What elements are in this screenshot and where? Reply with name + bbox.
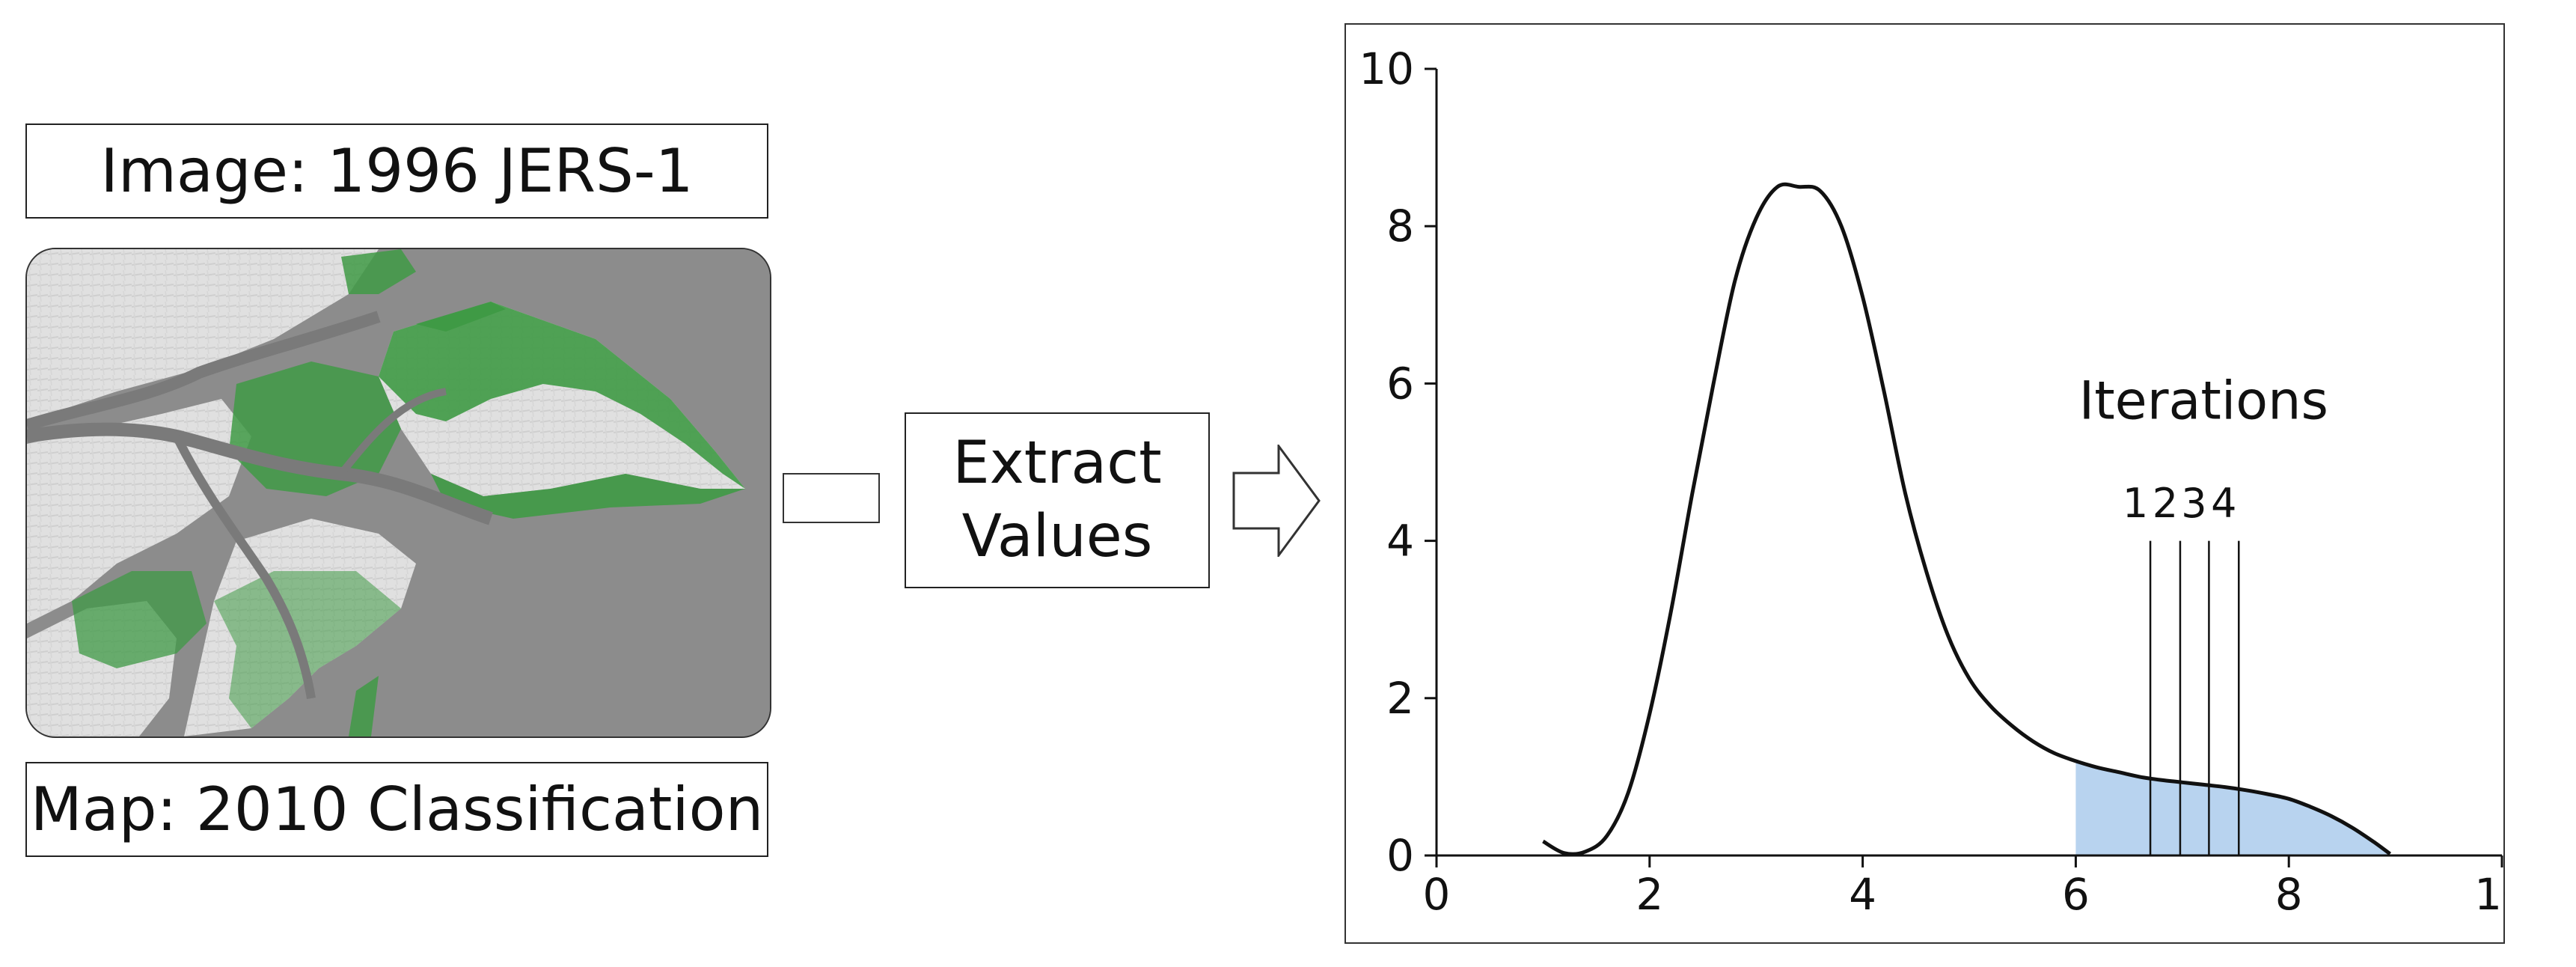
x-tick-label: 4 [1849, 869, 1876, 920]
shaded-tail-region [2075, 760, 2390, 855]
chart-plot-area: 024681002468101234Iterations [1359, 43, 2505, 920]
density-curve [1542, 182, 2391, 856]
iteration-label-2: 2 [2153, 480, 2178, 527]
x-tick-label: 10 [2474, 869, 2505, 920]
x-tick-label: 2 [1636, 869, 1663, 920]
y-tick-label: 4 [1386, 516, 1414, 567]
extract-values-line1: Extract [952, 430, 1162, 497]
y-tick-label: 10 [1359, 43, 1414, 94]
connector-rectangle [783, 473, 880, 523]
land-west [27, 399, 251, 623]
mangrove-south-edge [431, 474, 745, 519]
mangrove-northern-spit [341, 249, 416, 294]
chart-frame [1344, 23, 2505, 944]
mangrove-west [72, 571, 206, 668]
mangrove-south [214, 571, 401, 728]
map-label: Map: 2010 Classification [25, 762, 768, 857]
density-chart: 024681002468101234Iterations [1344, 23, 2505, 944]
y-tick-label: 8 [1386, 201, 1414, 251]
mangrove-strip [416, 302, 506, 332]
iteration-label-3: 3 [2181, 480, 2206, 527]
image-label: Image: 1996 JERS-1 [25, 123, 768, 219]
river-channel-north [27, 311, 381, 431]
right-arrow-icon [1232, 445, 1321, 557]
x-tick-label: 0 [1423, 869, 1451, 920]
river-channel-main [27, 422, 493, 525]
y-tick-label: 2 [1386, 673, 1414, 724]
iterations-title: Iterations [2079, 370, 2328, 432]
river-channel-branch [338, 388, 447, 477]
y-tick-label: 6 [1386, 358, 1414, 409]
extract-values-line2: Values [961, 502, 1153, 570]
iteration-label-1: 1 [2123, 480, 2148, 527]
x-tick-label: 6 [2062, 869, 2090, 920]
river-channel-south [172, 434, 316, 699]
extract-values-box: Extract Values [905, 412, 1210, 588]
satellite-map-graphic [27, 249, 770, 736]
x-tick-label: 8 [2275, 869, 2303, 920]
iteration-label-4: 4 [2211, 480, 2236, 527]
y-tick-label: 0 [1386, 830, 1414, 881]
map-label-text: Map: 2010 Classification [30, 775, 764, 844]
mangrove-southern-tip [349, 676, 379, 736]
satellite-map-image [25, 248, 771, 738]
mangrove-north-edge [379, 302, 745, 489]
image-label-text: Image: 1996 JERS-1 [100, 136, 694, 206]
land-north [27, 249, 379, 421]
